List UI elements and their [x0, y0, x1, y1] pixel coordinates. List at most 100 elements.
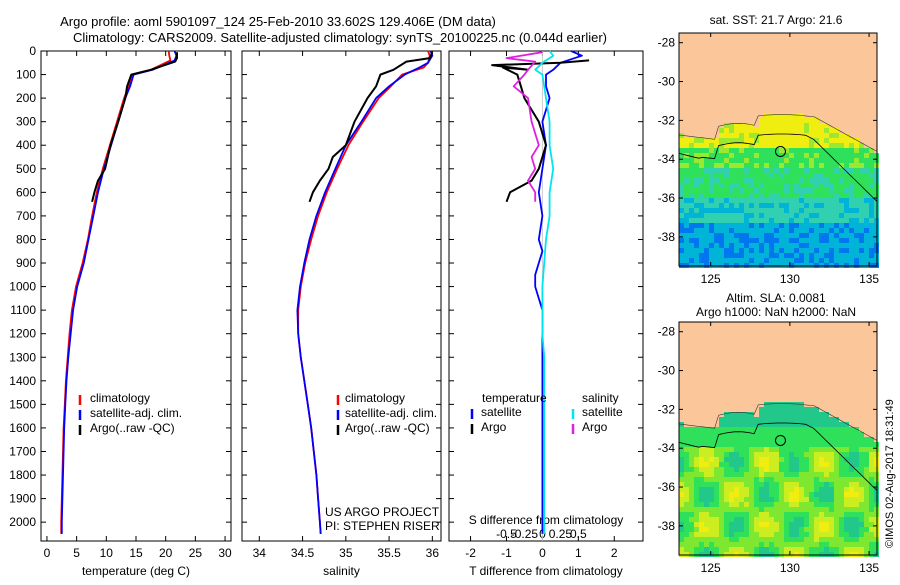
map-cell — [704, 462, 709, 467]
map-cell — [824, 228, 829, 233]
map-cell — [834, 487, 839, 492]
map-cell — [729, 233, 734, 238]
map-cell — [729, 452, 734, 457]
map-cell — [784, 173, 789, 178]
map-cell — [804, 128, 809, 133]
map-cell — [679, 482, 684, 487]
map-cell — [739, 193, 744, 198]
map-cell — [754, 183, 759, 188]
map-cell — [729, 507, 734, 512]
map-cell — [869, 457, 874, 462]
map-cell — [689, 502, 694, 507]
map-cell — [794, 532, 799, 537]
map-cell — [714, 497, 719, 502]
map-cell — [784, 158, 789, 163]
map-cell — [869, 447, 874, 452]
map-cell — [814, 193, 819, 198]
map-cell — [834, 213, 839, 218]
map-cell — [739, 502, 744, 507]
map-cell — [759, 213, 764, 218]
map-cell — [679, 233, 684, 238]
map-cell — [739, 173, 744, 178]
map-cell — [814, 148, 819, 153]
depth-tick-label: 900 — [16, 256, 36, 270]
map-cell — [854, 208, 859, 213]
map-cell — [754, 442, 759, 447]
depth-tick-label: 1600 — [9, 421, 36, 435]
map-lat-tick-label: -34 — [658, 441, 676, 455]
map-cell — [794, 447, 799, 452]
map-cell — [684, 542, 689, 547]
map-cell — [834, 218, 839, 223]
map-cell — [704, 253, 709, 258]
map-cell — [849, 198, 854, 203]
map-cell — [744, 482, 749, 487]
map-cell — [784, 502, 789, 507]
map-cell — [694, 447, 699, 452]
map-cell — [774, 442, 779, 447]
map-cell — [804, 417, 809, 422]
map-cell — [869, 193, 874, 198]
map-cell — [839, 248, 844, 253]
map-cell — [779, 477, 784, 482]
map-cell — [769, 253, 774, 258]
map-cell — [809, 208, 814, 213]
map-cell — [864, 452, 869, 457]
map-cell — [779, 542, 784, 547]
map-cell — [814, 447, 819, 452]
map-cell — [799, 547, 804, 552]
map-cell — [709, 178, 714, 183]
map-cell — [789, 547, 794, 552]
map-cell — [724, 183, 729, 188]
map-cell — [774, 233, 779, 238]
map-cell — [839, 422, 844, 427]
map-cell — [789, 158, 794, 163]
map-cell — [834, 208, 839, 213]
map-cell — [769, 128, 774, 133]
map-cell — [799, 133, 804, 138]
map-cell — [704, 213, 709, 218]
map-cell — [724, 163, 729, 168]
map-cell — [769, 158, 774, 163]
map-cell — [799, 158, 804, 163]
map-cell — [729, 457, 734, 462]
map-cell — [704, 452, 709, 457]
map-cell — [754, 193, 759, 198]
map-cell — [774, 487, 779, 492]
map-cell — [824, 542, 829, 547]
map-cell — [679, 452, 684, 457]
map-cell — [709, 467, 714, 472]
map-cell — [724, 143, 729, 148]
map-cell — [839, 477, 844, 482]
map-cell — [774, 512, 779, 517]
map-cell — [704, 203, 709, 208]
map-cell — [824, 507, 829, 512]
map-cell — [709, 213, 714, 218]
map-cell — [864, 243, 869, 248]
map-cell — [759, 522, 764, 527]
map-cell — [789, 442, 794, 447]
map-cell — [709, 158, 714, 163]
map-cell — [759, 467, 764, 472]
map-cell — [869, 527, 874, 532]
map-cell — [709, 183, 714, 188]
map-cell — [759, 123, 764, 128]
map-cell — [829, 143, 834, 148]
map-cell — [749, 178, 754, 183]
map-cell — [759, 218, 764, 223]
map-coastline — [678, 403, 878, 441]
map-cell — [719, 198, 724, 203]
map-cell — [784, 477, 789, 482]
map-cell — [844, 482, 849, 487]
map-cell — [724, 258, 729, 263]
map-cell — [689, 537, 694, 542]
map-cell — [799, 527, 804, 532]
map-cell — [819, 472, 824, 477]
map-cell — [814, 138, 819, 143]
map-cell — [774, 502, 779, 507]
map-cell — [749, 163, 754, 168]
map-cell — [734, 178, 739, 183]
map-cell — [784, 472, 789, 477]
map-cell — [694, 248, 699, 253]
map-cell — [824, 412, 829, 417]
